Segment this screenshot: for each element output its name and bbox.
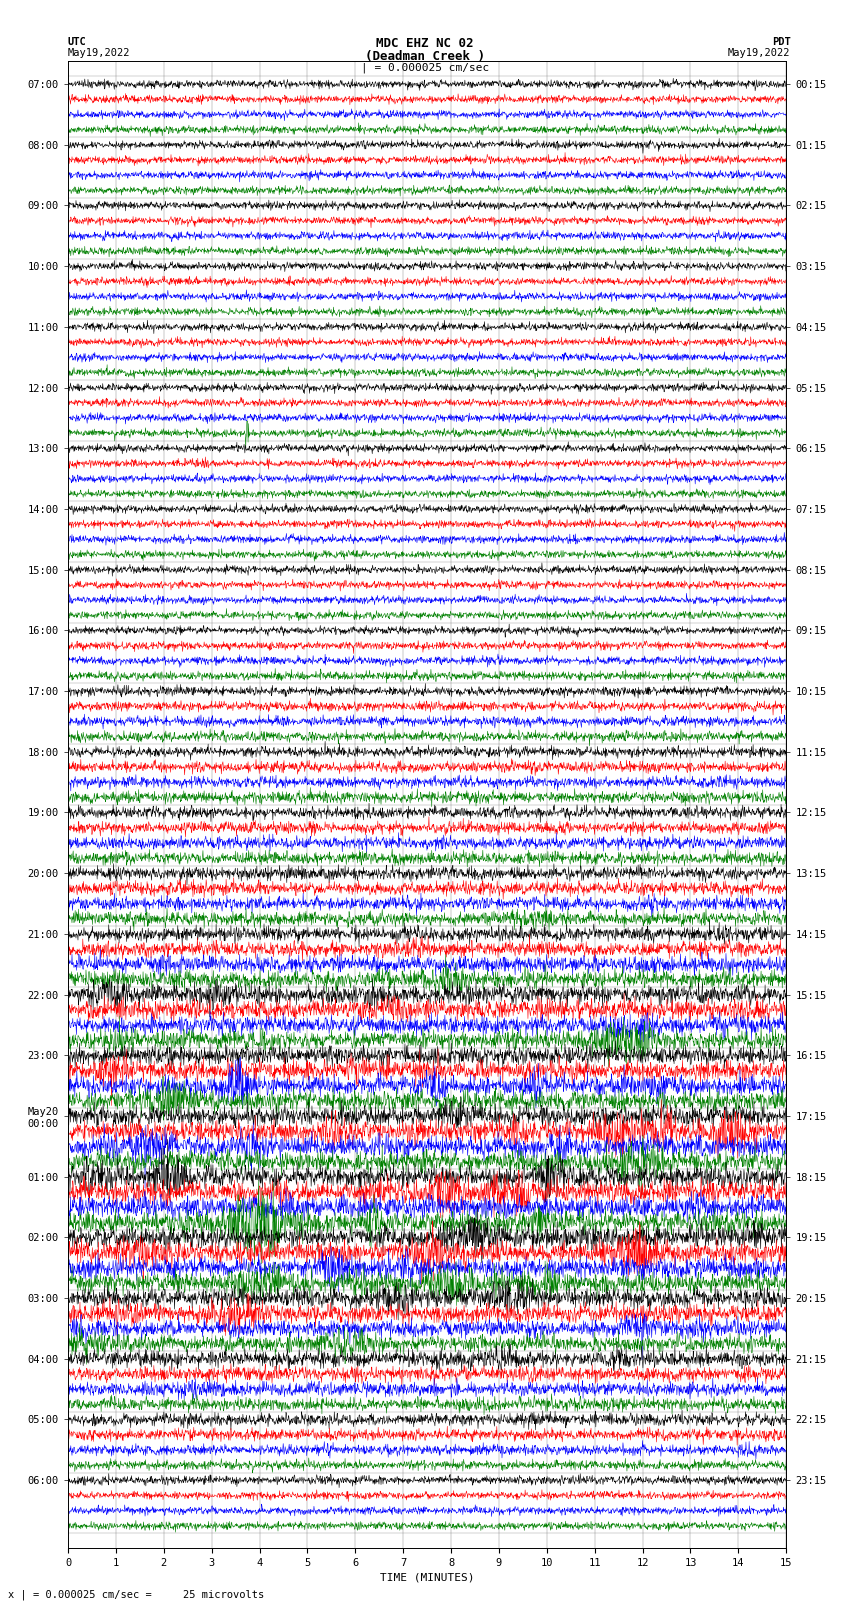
X-axis label: TIME (MINUTES): TIME (MINUTES) bbox=[380, 1573, 474, 1582]
Text: May19,2022: May19,2022 bbox=[728, 48, 791, 58]
Text: UTC: UTC bbox=[68, 37, 87, 47]
Text: May19,2022: May19,2022 bbox=[68, 48, 131, 58]
Text: (Deadman Creek ): (Deadman Creek ) bbox=[365, 50, 485, 63]
Text: x | = 0.000025 cm/sec =     25 microvolts: x | = 0.000025 cm/sec = 25 microvolts bbox=[8, 1589, 264, 1600]
Text: | = 0.000025 cm/sec: | = 0.000025 cm/sec bbox=[361, 63, 489, 74]
Text: MDC EHZ NC 02: MDC EHZ NC 02 bbox=[377, 37, 473, 50]
Text: PDT: PDT bbox=[772, 37, 791, 47]
